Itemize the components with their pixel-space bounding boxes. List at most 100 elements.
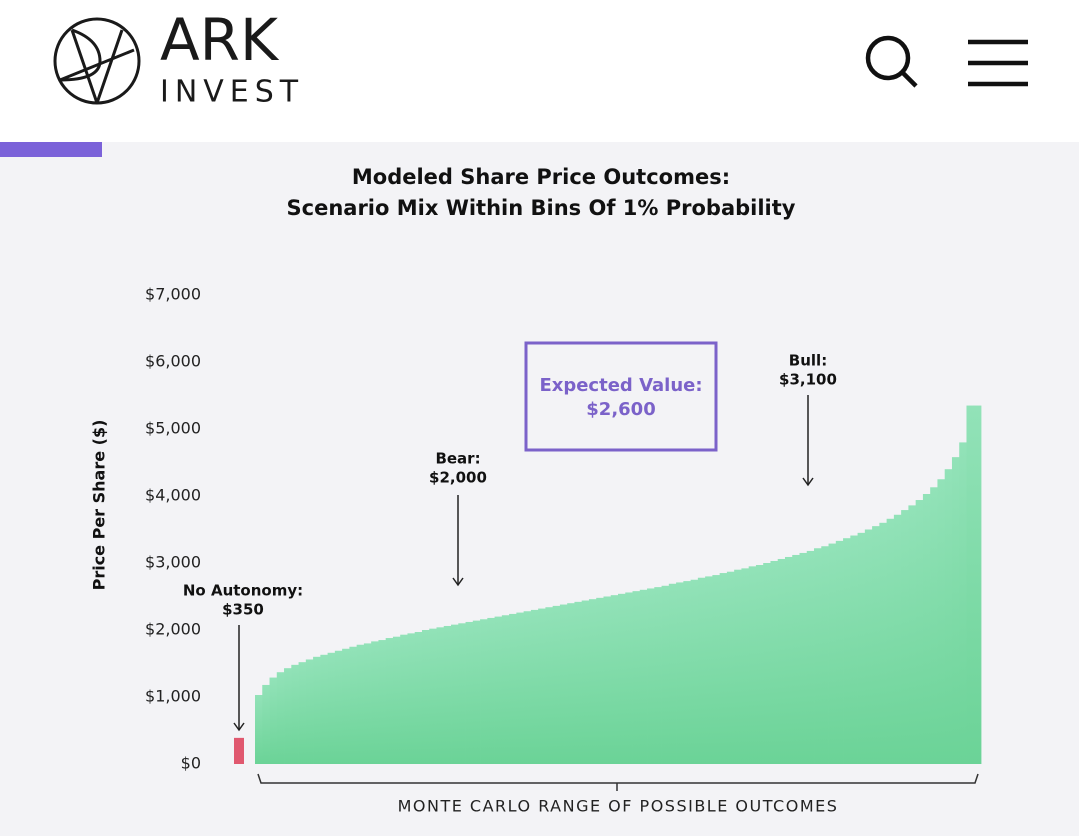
annotation-name: Bull: <box>789 352 827 370</box>
bar <box>799 552 808 764</box>
callout-value: $2,600 <box>586 399 655 420</box>
accent-bar <box>0 142 102 157</box>
bar <box>400 634 408 764</box>
bar <box>276 672 285 764</box>
bar <box>429 628 437 764</box>
bar <box>255 694 263 764</box>
bar <box>458 623 466 764</box>
bar <box>501 615 510 764</box>
menu-icon[interactable] <box>968 39 1028 87</box>
search-icon[interactable] <box>865 35 918 88</box>
y-tick-label: $0 <box>181 754 201 773</box>
x-axis-label: MONTE CARLO RANGE OF POSSIBLE OUTCOMES <box>398 797 839 816</box>
bar <box>726 571 735 764</box>
bar <box>538 608 546 764</box>
logo[interactable] <box>53 17 141 105</box>
bar <box>269 677 278 764</box>
bar <box>356 644 365 764</box>
bar <box>922 493 931 764</box>
bar <box>574 601 583 764</box>
annotation-value: $350 <box>222 601 264 619</box>
bar <box>886 518 895 764</box>
bar <box>610 595 619 764</box>
annotation-name: No Autonomy: <box>183 582 303 600</box>
annotation-value: $3,100 <box>779 371 837 389</box>
bar <box>951 457 960 764</box>
bar <box>516 612 525 764</box>
bar <box>973 405 982 764</box>
bar <box>581 600 590 764</box>
bar <box>893 514 902 764</box>
bar <box>603 596 612 764</box>
y-tick-label: $2,000 <box>145 620 201 639</box>
arrow-head <box>233 722 245 732</box>
y-tick-label: $7,000 <box>145 285 201 304</box>
bar <box>697 577 706 764</box>
bar <box>683 581 691 764</box>
bar <box>349 646 358 764</box>
bar <box>806 550 815 764</box>
bar <box>234 737 244 764</box>
chart-title: Scenario Mix Within Bins Of 1% Probabili… <box>287 196 796 220</box>
bar <box>944 469 953 764</box>
bar <box>784 556 793 764</box>
bar <box>559 604 568 764</box>
bar <box>451 624 459 764</box>
bar <box>879 522 888 764</box>
x-brace <box>257 773 979 791</box>
bar <box>915 500 924 764</box>
arrow-head <box>452 577 464 587</box>
arrow-head <box>802 477 814 487</box>
bar <box>661 585 670 764</box>
bar <box>421 630 430 764</box>
bar <box>676 582 684 764</box>
bar <box>509 613 517 764</box>
bar <box>668 583 677 764</box>
bar <box>334 650 343 764</box>
bar <box>443 625 452 764</box>
bar <box>414 632 423 764</box>
bar <box>342 648 350 764</box>
bar <box>719 573 728 764</box>
bar <box>305 659 314 764</box>
chart-title: Modeled Share Price Outcomes: <box>352 165 730 189</box>
bar <box>864 529 873 764</box>
bar <box>363 643 372 764</box>
bar <box>654 587 662 764</box>
bar <box>690 579 699 764</box>
bar <box>814 548 822 764</box>
y-axis-label: Price Per Share ($) <box>90 420 109 591</box>
bar <box>262 684 270 764</box>
bar <box>748 566 757 764</box>
bar <box>436 627 445 764</box>
bar <box>472 620 481 764</box>
bar <box>523 611 532 764</box>
annotation-name: Bear: <box>435 450 480 468</box>
bar <box>930 487 938 764</box>
bar <box>567 603 575 764</box>
bar <box>552 605 561 764</box>
bar <box>857 532 866 764</box>
bar <box>530 609 539 764</box>
bar <box>327 652 336 764</box>
bar <box>850 535 858 764</box>
header-bg <box>0 0 1079 142</box>
bar <box>741 568 750 764</box>
bar <box>588 599 597 764</box>
bar <box>908 505 917 764</box>
y-tick-label: $5,000 <box>145 419 201 438</box>
bar <box>959 442 967 764</box>
annotation-value: $2,000 <box>429 469 487 487</box>
y-tick-label: $6,000 <box>145 352 201 371</box>
brand-sub: INVEST <box>160 75 304 110</box>
bar <box>618 593 626 764</box>
bar <box>712 575 721 764</box>
bar <box>392 636 401 764</box>
bar <box>705 576 713 764</box>
bar <box>284 668 292 764</box>
bar <box>465 621 474 764</box>
bar <box>966 405 975 764</box>
y-tick-label: $1,000 <box>145 687 201 706</box>
bar <box>371 641 379 764</box>
